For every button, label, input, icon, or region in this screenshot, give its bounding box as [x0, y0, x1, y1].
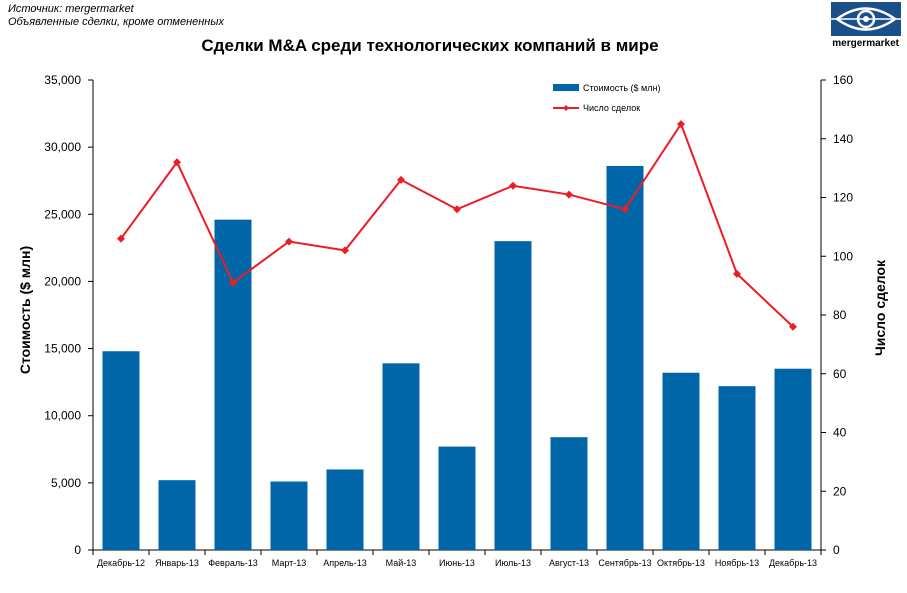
x-tick-label: Март-13	[272, 558, 307, 568]
y-tick-label: 25,000	[44, 207, 81, 221]
y-tick-label: 15,000	[44, 342, 81, 356]
bars-series	[102, 165, 812, 550]
source-note: Источник: mergermarket Объявленные сделк…	[8, 3, 224, 29]
x-tick-label: Январь-13	[155, 558, 199, 568]
line-point	[789, 322, 797, 331]
tick-labels: 0 5,000 10,000 15,000 20,000 25,000 30,000 35,0…	[44, 73, 853, 568]
source-line-2: Объявленные сделки, кроме отмененных	[8, 16, 224, 28]
y-tick-label: 10,000	[44, 409, 81, 423]
eye-icon	[831, 2, 901, 36]
y-tick-label: 5,000	[51, 476, 81, 490]
y2-tick-label: 0	[833, 543, 840, 557]
x-tick-label: Июль-13	[495, 558, 531, 568]
bar	[382, 363, 420, 550]
bar	[270, 481, 308, 550]
y-axis-title: Стоимость ($ млн)	[17, 246, 33, 374]
y2-axis-title: Число сделок	[872, 259, 888, 356]
line-point	[509, 181, 517, 190]
x-tick-label: Ноябрь-13	[715, 558, 759, 568]
x-tick-label: Май-13	[386, 558, 417, 568]
y-tick-label: 35,000	[44, 73, 81, 87]
bar	[606, 165, 644, 550]
y2-tick-label: 160	[833, 73, 853, 87]
x-tick-label: Октябрь-13	[657, 558, 705, 568]
bar	[718, 386, 756, 550]
legend-line-label: Число сделок	[583, 103, 640, 113]
x-tick-label: Декабрь-13	[769, 558, 817, 568]
line-point	[565, 190, 573, 199]
line-point	[229, 278, 237, 287]
y2-tick-label: 100	[833, 249, 853, 263]
legend-bar-swatch	[553, 84, 579, 91]
bar	[774, 368, 812, 550]
line-series	[117, 120, 797, 331]
bar	[326, 469, 364, 550]
bar	[550, 437, 588, 550]
x-tick-label: Июнь-13	[439, 558, 475, 568]
y2-tick-label: 120	[833, 191, 853, 205]
line-point	[677, 120, 685, 129]
line-point	[117, 234, 125, 243]
logo-text: mergermarket	[832, 38, 899, 49]
bar	[662, 372, 700, 550]
line-point	[173, 158, 181, 167]
bar	[102, 351, 140, 550]
line-point	[621, 205, 629, 214]
x-tick-label: Декабрь-12	[97, 558, 145, 568]
y2-tick-label: 60	[833, 367, 847, 381]
line-point	[341, 246, 349, 255]
bar	[494, 241, 532, 550]
chart-title: Сделки M&A среди технологических компани…	[201, 36, 659, 55]
legend: Стоимость ($ млн) Число сделок	[553, 83, 660, 113]
x-tick-label: Август-13	[549, 558, 589, 568]
y-tick-label: 30,000	[44, 140, 81, 154]
y-tick-label: 20,000	[44, 274, 81, 288]
bar	[214, 219, 252, 550]
y-tick-label: 0	[74, 543, 81, 557]
line-point	[453, 205, 461, 214]
bar	[438, 446, 476, 550]
bar	[158, 480, 196, 550]
y2-tick-label: 40	[833, 426, 847, 440]
y2-tick-label: 20	[833, 484, 847, 498]
y2-tick-label: 140	[833, 132, 853, 146]
y2-tick-label: 80	[833, 308, 847, 322]
line-point	[397, 175, 405, 184]
legend-bar-label: Стоимость ($ млн)	[583, 83, 660, 93]
line-point	[285, 237, 293, 246]
x-tick-label: Февраль-13	[208, 558, 258, 568]
x-tick-label: Апрель-13	[323, 558, 367, 568]
source-line-1: Источник: mergermarket	[8, 3, 134, 15]
legend-line-marker	[563, 105, 569, 111]
line-point	[733, 269, 741, 278]
x-tick-label: Сентябрь-13	[598, 558, 651, 568]
